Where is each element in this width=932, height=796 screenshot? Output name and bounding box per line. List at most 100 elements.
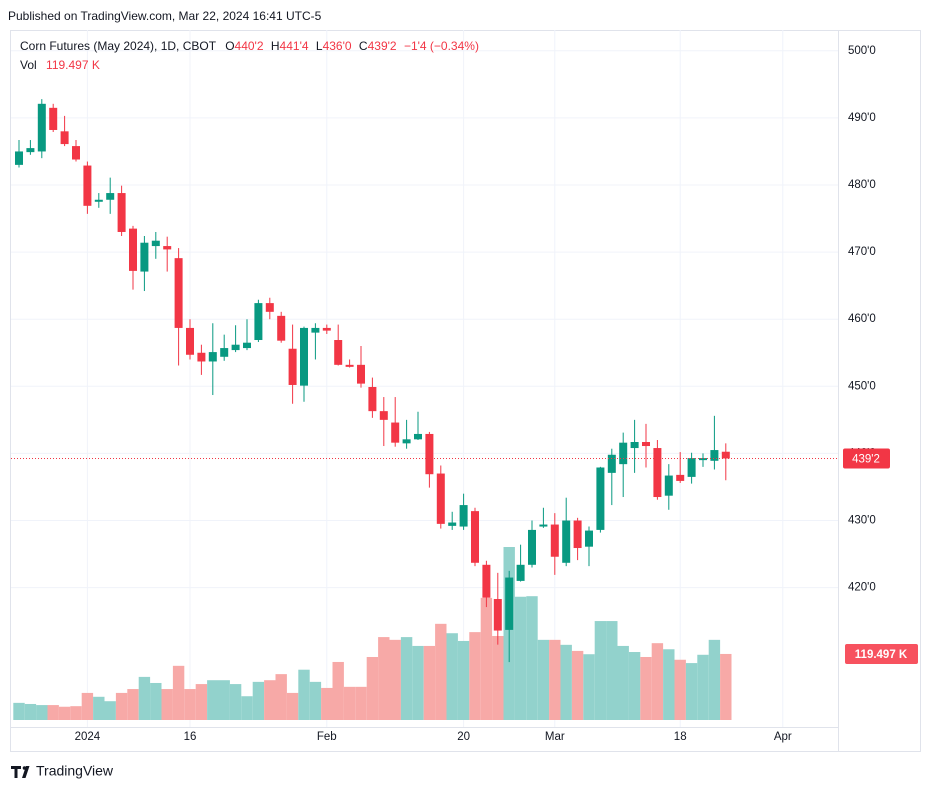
brand-name: TradingView <box>36 763 114 779</box>
candle-body <box>596 467 605 530</box>
volume-bar <box>366 656 379 720</box>
candle-body <box>676 474 685 481</box>
candle-body <box>60 131 69 145</box>
volume-bar <box>663 649 675 720</box>
candle-body <box>94 199 103 202</box>
volume-bar <box>400 637 413 720</box>
candle-body <box>15 151 23 165</box>
candle-body <box>186 327 194 355</box>
logo-dot <box>22 766 27 770</box>
volume-bar <box>241 696 253 720</box>
candle-body <box>664 475 673 496</box>
candle-body <box>345 364 354 367</box>
candle-body <box>151 240 160 247</box>
candle-body <box>402 439 411 444</box>
ohlc-value: 440'2 <box>235 39 264 53</box>
volume-bar <box>594 621 607 720</box>
volume-bar <box>36 705 48 720</box>
candle-body <box>414 433 422 440</box>
candle-body <box>322 327 331 331</box>
volume-bar <box>150 682 162 720</box>
last-price-box <box>843 448 890 469</box>
published-note: Published on TradingView.com, Mar 22, 20… <box>8 9 322 23</box>
volume-bar <box>13 702 25 720</box>
volume-bar <box>184 689 196 720</box>
candle-body <box>710 450 719 461</box>
candle-body <box>243 342 251 349</box>
volume-label-box <box>845 643 918 664</box>
candle-body <box>174 258 183 328</box>
candle-body <box>550 524 559 557</box>
ohlc-key: C <box>359 39 368 53</box>
x-tick-label: Apr <box>774 731 792 743</box>
candle-body <box>311 327 320 333</box>
candle-body <box>573 520 582 549</box>
volume-bar <box>549 639 561 720</box>
y-tick-label: 480'0 <box>848 179 876 191</box>
candle-body <box>471 511 479 563</box>
volume-bar <box>47 705 59 720</box>
ohlc-key: L <box>316 39 323 53</box>
volume-bar <box>355 686 367 720</box>
y-tick-label: 490'0 <box>848 112 876 124</box>
volume-bar <box>685 663 698 720</box>
volume-bar <box>70 706 82 720</box>
candle-body <box>642 442 650 447</box>
ohlc-key: H <box>271 39 280 53</box>
volume-bar <box>674 659 686 720</box>
candle-body <box>436 473 445 524</box>
volume-bar <box>560 644 572 720</box>
chart-frame <box>10 30 921 752</box>
ohlc-value: 436'0 <box>323 39 352 53</box>
volume-bar <box>708 639 721 720</box>
candle-body <box>231 344 240 351</box>
candle-body <box>539 524 548 527</box>
volume-bar <box>161 689 173 720</box>
volume-bar <box>492 635 504 720</box>
legend-line: Corn Futures (May 2024), 1D, CBOT O440'2… <box>20 39 479 53</box>
volume-bar <box>252 681 265 720</box>
candle-body <box>277 315 286 341</box>
volume-bar <box>720 653 732 720</box>
candle-body <box>425 433 434 475</box>
candle-body <box>607 454 616 473</box>
plot <box>11 30 838 727</box>
candle-body <box>379 411 388 420</box>
volume-bar <box>286 692 299 720</box>
volume-bar <box>537 639 550 720</box>
volume-bar <box>583 654 595 720</box>
volume-bar <box>640 656 652 720</box>
x-tick-label: Mar <box>545 731 565 743</box>
candle-body <box>448 522 457 526</box>
candle-body <box>140 242 149 272</box>
volume-bar <box>207 680 219 720</box>
candle-body <box>493 599 502 631</box>
brand-logo: TradingView <box>11 763 114 779</box>
volume-bar <box>457 640 470 720</box>
volume-bar <box>115 692 128 720</box>
candle-body <box>585 530 593 547</box>
candle-body <box>562 520 571 563</box>
volume-bar <box>104 701 116 720</box>
candle-body <box>528 529 536 565</box>
candle-body <box>26 148 35 153</box>
volume-bar <box>469 632 481 720</box>
volume-bar <box>81 692 94 720</box>
candle-body <box>288 348 297 385</box>
candle-body <box>630 442 639 449</box>
candle-body <box>516 564 525 581</box>
ohlc-key: O <box>225 39 234 53</box>
volume-axis-label: 119.497 K <box>855 649 908 661</box>
volume-bar <box>127 689 139 720</box>
volume-bar <box>571 650 584 720</box>
volume-bar <box>606 621 618 720</box>
candle-body <box>505 577 514 630</box>
volume-bar <box>138 676 151 720</box>
volume-bar <box>378 637 390 720</box>
candle-body <box>721 451 730 459</box>
candle-body <box>368 386 377 412</box>
volume-bar <box>446 633 458 720</box>
candle-body <box>49 107 58 130</box>
candle-body <box>129 228 137 271</box>
